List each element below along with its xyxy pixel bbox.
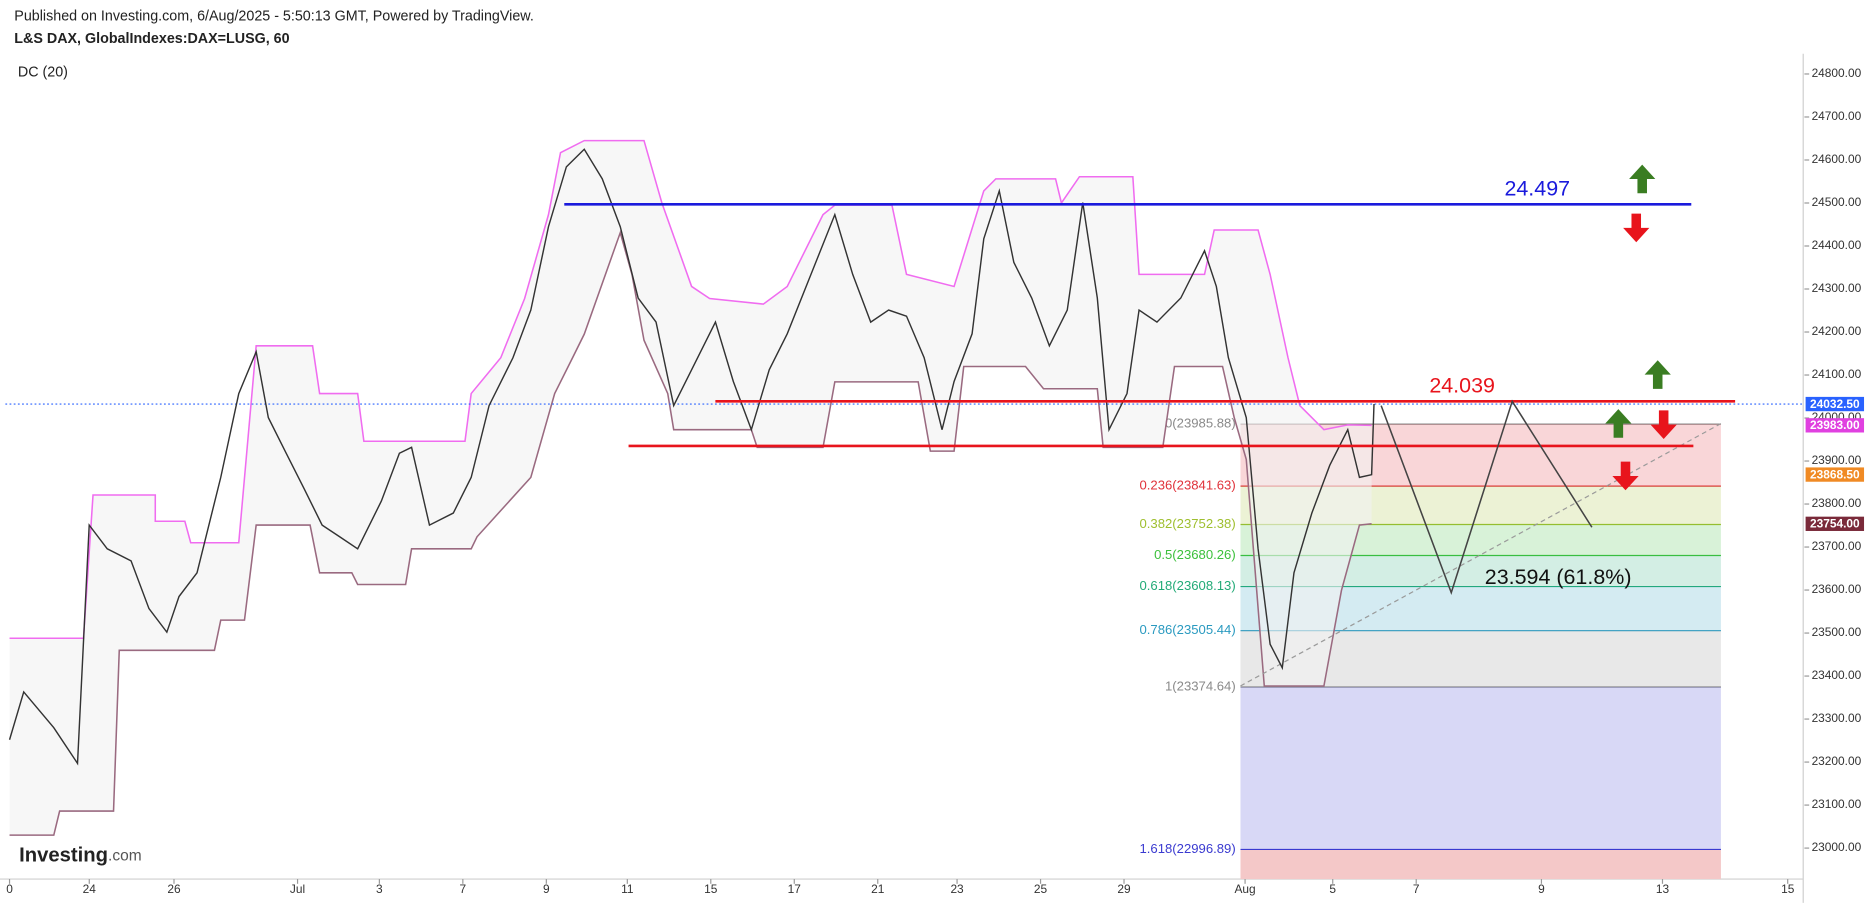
x-tick-label: 17: [788, 882, 802, 896]
x-tick-label: Aug: [1234, 882, 1255, 896]
projection-path: [1380, 399, 1593, 595]
price-label-box: [1805, 396, 1865, 412]
published-line: Published on Investing.com, 6/Aug/2025 -…: [14, 9, 534, 25]
x-tick-label: 9: [1538, 882, 1545, 896]
fib-tail-band: [1240, 849, 1721, 880]
dc-lower-line: [9, 230, 1372, 836]
price-label-text: 23983.00: [1810, 418, 1860, 432]
price-label-text: 23868.50: [1810, 467, 1860, 481]
x-tick-label: 5: [1329, 882, 1336, 896]
y-tick-label: 23000.00: [1812, 840, 1862, 854]
annotation: 24.497: [1504, 177, 1570, 201]
x-tick-label: 25: [1034, 882, 1048, 896]
y-tick-label: 24100.00: [1812, 367, 1862, 381]
x-tick-label: 15: [704, 882, 718, 896]
fib-level-label: 1.618(22996.89): [1139, 841, 1235, 856]
y-tick-label: 23900.00: [1812, 453, 1862, 467]
indicator-label: DC (20): [18, 65, 68, 81]
logo-suffix: .com: [108, 847, 142, 864]
price-label-box: [1805, 418, 1865, 433]
up-arrow: [1644, 360, 1671, 389]
x-tick-label: 21: [871, 882, 885, 896]
y-tick-label: 24800.00: [1812, 66, 1862, 80]
y-tick-label: 23400.00: [1812, 668, 1862, 682]
x-tick-label: 9: [543, 882, 550, 896]
y-tick-label: 23800.00: [1812, 496, 1862, 510]
y-tick-label: 24600.00: [1812, 152, 1862, 166]
fib-level-label: 0.382(23752.38): [1139, 516, 1235, 531]
x-tick-label: 7: [1413, 882, 1420, 896]
fib-level-label: 0.5(23680.26): [1154, 547, 1236, 562]
x-tick-label: 24: [83, 882, 97, 896]
price-label-text: 24032.50: [1810, 397, 1860, 411]
y-tick-label: 23100.00: [1812, 797, 1862, 811]
down-arrow: [1650, 410, 1677, 439]
down-arrow: [1612, 461, 1639, 491]
y-tick-label: 24700.00: [1812, 109, 1862, 123]
annotation: 24.039: [1429, 374, 1495, 398]
x-tick-label: 23: [950, 882, 964, 896]
x-tick-label: 7: [460, 882, 467, 896]
price-label-box: [1805, 516, 1865, 531]
fib-level-label: 0.618(23608.13): [1139, 578, 1235, 593]
y-tick-label: 23300.00: [1812, 711, 1862, 725]
x-tick-label: 15: [1781, 882, 1795, 896]
y-tick-label: 24500.00: [1812, 195, 1862, 209]
logo: Investing.com: [19, 845, 142, 867]
fib-level-label: 0.236(23841.63): [1139, 478, 1235, 493]
x-tick-label: 29: [1117, 882, 1131, 896]
price-line: [8, 148, 1375, 766]
y-tick-label: 23200.00: [1812, 754, 1862, 768]
y-tick-label: 24200.00: [1812, 324, 1862, 338]
y-tick-label: 23600.00: [1812, 582, 1862, 596]
y-tick-label: 23700.00: [1812, 539, 1862, 553]
fib-level-label: 1(23374.64): [1165, 678, 1236, 693]
x-tick-label: Jul: [290, 882, 305, 896]
y-tick-label: 24300.00: [1812, 281, 1862, 295]
up-arrow: [1605, 409, 1632, 438]
dc-cloud: [9, 140, 1372, 836]
annotation: 23.594 (61.8%): [1485, 565, 1632, 589]
y-tick-label: 24400.00: [1812, 238, 1862, 252]
x-tick-label: 3: [376, 882, 383, 896]
fib-level-label: 0(23985.88): [1165, 416, 1236, 431]
price-label-text: 23754.00: [1810, 517, 1860, 531]
x-tick-label: 0: [6, 882, 13, 896]
fib-band: [1240, 686, 1721, 850]
fib-level-label: 0.786(23505.44): [1139, 622, 1235, 637]
x-tick-label: 13: [1656, 882, 1670, 896]
x-tick-label: 26: [167, 882, 181, 896]
logo-main: Investing: [19, 845, 108, 867]
price-label-box: [1805, 467, 1865, 482]
symbol-line: L&S DAX, GlobalIndexes:DAX=LUSG, 60: [14, 31, 289, 47]
y-tick-label: 23500.00: [1812, 625, 1862, 639]
x-tick-label: 11: [621, 882, 634, 896]
up-arrow: [1629, 164, 1656, 194]
